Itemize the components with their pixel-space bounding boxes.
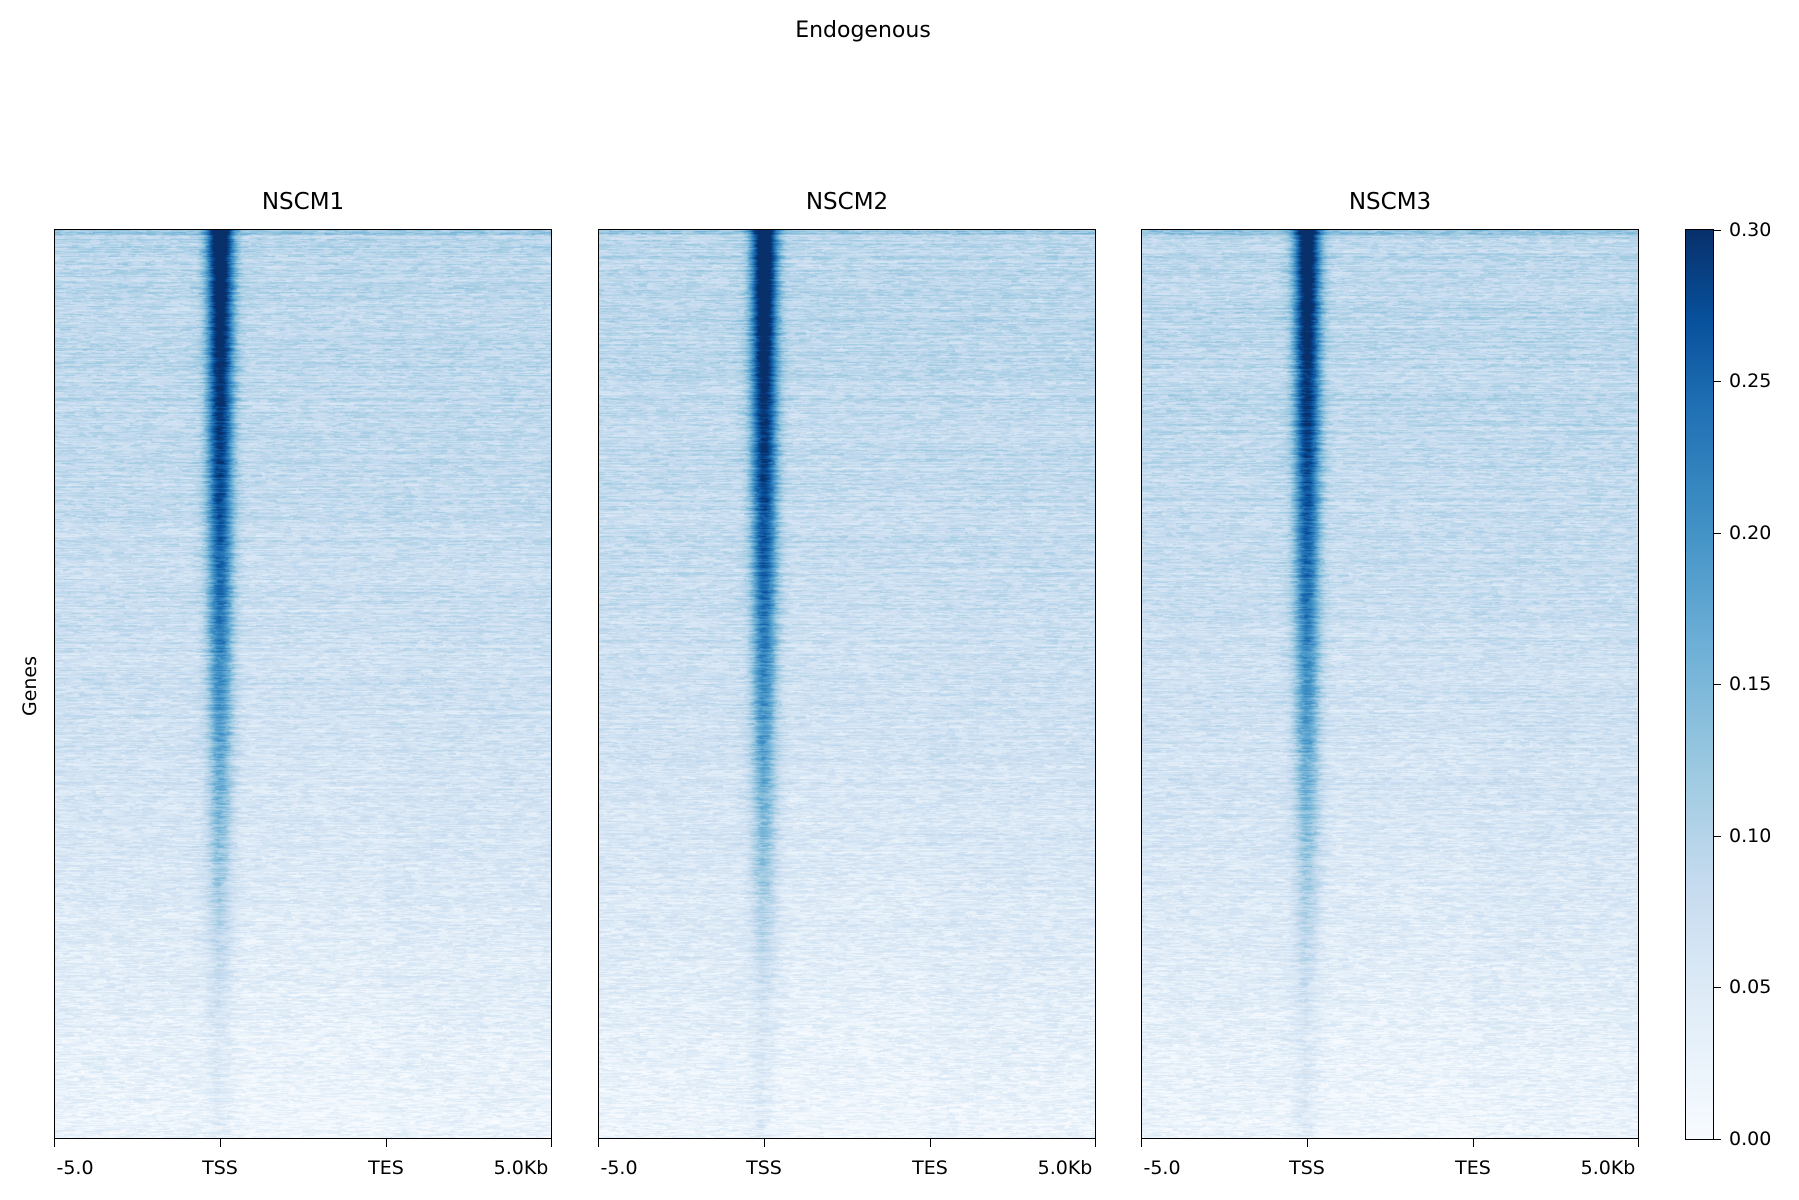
panel-title-3: NSCM3 <box>1348 189 1432 215</box>
heatmap-canvas-2 <box>598 229 1096 1139</box>
x-tick-label: -5.0 <box>1143 1157 1181 1179</box>
x-tick-label: TSS <box>746 1157 782 1179</box>
x-tick-label: -5.0 <box>600 1157 638 1179</box>
x-tick-label: TSS <box>202 1157 238 1179</box>
colorbar-tick-label: 0.15 <box>1729 673 1772 695</box>
x-tick <box>220 1139 221 1147</box>
colorbar-tick-label: 0.25 <box>1729 370 1772 392</box>
colorbar-tick <box>1714 381 1721 382</box>
x-tick <box>551 1139 552 1147</box>
panel-title-2: NSCM2 <box>805 189 889 215</box>
x-tick-label: TES <box>1455 1157 1491 1179</box>
x-tick <box>1307 1139 1308 1147</box>
colorbar-tick <box>1714 684 1721 685</box>
x-tick <box>1638 1139 1639 1147</box>
colorbar-tick <box>1714 230 1721 231</box>
heatmap-canvas-3 <box>1141 229 1639 1139</box>
x-tick <box>930 1139 931 1147</box>
panel-frame-3 <box>1141 229 1639 1139</box>
x-tick <box>1473 1139 1474 1147</box>
x-tick-label: TSS <box>1289 1157 1325 1179</box>
colorbar-tick-label: 0.00 <box>1729 1128 1772 1150</box>
y-axis-label: Genes <box>19 655 41 717</box>
heatmap-panel-2 <box>598 229 1096 1139</box>
heatmap-panel-1 <box>54 229 552 1139</box>
figure-title: Endogenous <box>795 18 931 43</box>
x-tick-label: TES <box>912 1157 948 1179</box>
colorbar-tick <box>1714 1139 1721 1140</box>
x-tick-label: 5.0Kb <box>1580 1157 1636 1179</box>
heatmap-panel-3 <box>1141 229 1639 1139</box>
x-tick <box>54 1139 55 1147</box>
x-tick <box>1141 1139 1142 1147</box>
colorbar-tick-label: 0.20 <box>1729 522 1772 544</box>
panel-frame-1 <box>54 229 552 1139</box>
x-tick-label: -5.0 <box>56 1157 94 1179</box>
x-tick <box>764 1139 765 1147</box>
panel-frame-2 <box>598 229 1096 1139</box>
x-tick <box>598 1139 599 1147</box>
colorbar-tick <box>1714 836 1721 837</box>
x-tick-label: 5.0Kb <box>1037 1157 1093 1179</box>
colorbar-tick-label: 0.30 <box>1729 219 1772 241</box>
x-tick <box>386 1139 387 1147</box>
colorbar-tick <box>1714 987 1721 988</box>
x-tick <box>1095 1139 1096 1147</box>
panel-title-1: NSCM1 <box>261 189 345 215</box>
x-tick-label: TES <box>368 1157 404 1179</box>
heatmap-canvas-1 <box>54 229 552 1139</box>
colorbar <box>1685 229 1714 1140</box>
colorbar-tick-label: 0.05 <box>1729 976 1772 998</box>
colorbar-tick <box>1714 533 1721 534</box>
colorbar-tick-label: 0.10 <box>1729 825 1772 847</box>
x-tick-label: 5.0Kb <box>493 1157 549 1179</box>
